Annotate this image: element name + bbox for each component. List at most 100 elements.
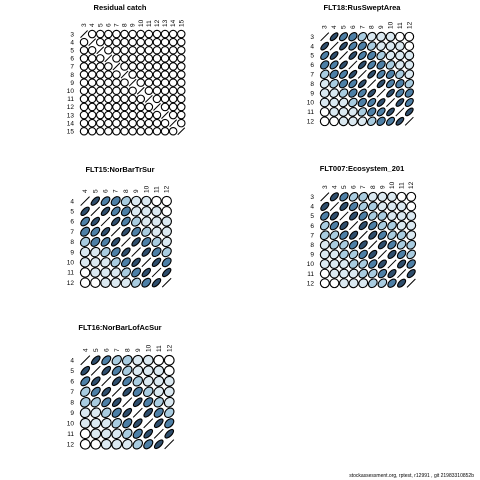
correlation-ellipse (110, 277, 121, 288)
correlation-ellipse (79, 267, 91, 278)
row-tick-label: 4 (310, 204, 314, 211)
correlation-ellipse (319, 249, 330, 260)
column-tick-label: 12 (166, 344, 173, 352)
correlation-ellipse (404, 78, 415, 89)
correlation-ellipse (90, 257, 101, 268)
correlation-ellipse (395, 98, 405, 107)
correlation-ellipse (101, 355, 112, 366)
correlation-ellipse (348, 69, 358, 79)
correlation-ellipse (151, 226, 162, 237)
row-tick-label: 7 (70, 389, 74, 396)
row-tick-label: 5 (70, 47, 74, 54)
row-tick-label: 8 (310, 81, 314, 88)
correlation-ellipse (349, 211, 359, 221)
correlation-ellipse (95, 29, 105, 39)
correlation-ellipse (339, 230, 349, 240)
correlation-ellipse (90, 246, 101, 258)
diagonal-mark (101, 376, 112, 387)
correlation-ellipse (395, 60, 405, 70)
correlation-ellipse (367, 107, 377, 117)
correlation-ellipse (406, 249, 416, 260)
correlation-ellipse (90, 236, 101, 247)
correlation-ellipse (104, 102, 113, 112)
correlation-ellipse (111, 418, 122, 429)
row-tick-label: 11 (307, 109, 314, 116)
correlation-ellipse (329, 249, 340, 260)
panel-title: FLT16:NorBarLofAcSur (78, 323, 161, 332)
correlation-ellipse (153, 365, 165, 377)
correlation-ellipse (387, 191, 397, 202)
column-tick-label: 5 (93, 348, 100, 352)
row-tick-label: 15 (67, 128, 75, 135)
correlation-ellipse (397, 278, 407, 288)
correlation-ellipse (143, 439, 154, 450)
correlation-ellipse (79, 417, 91, 429)
correlation-ellipse (144, 126, 154, 136)
correlation-ellipse (357, 107, 368, 117)
correlation-ellipse (348, 240, 359, 250)
correlation-ellipse (339, 268, 349, 279)
correlation-ellipse (79, 438, 91, 450)
correlation-ellipse (357, 41, 367, 51)
correlation-ellipse (396, 249, 407, 260)
column-tick-label: 11 (399, 182, 406, 189)
correlation-ellipse (367, 88, 377, 98)
correlation-ellipse (404, 50, 415, 61)
correlation-ellipse (136, 37, 146, 47)
row-tick-label: 12 (307, 280, 315, 287)
correlation-ellipse (358, 278, 369, 289)
correlation-ellipse (329, 97, 340, 108)
correlation-ellipse (320, 201, 330, 211)
correlation-ellipse (120, 102, 129, 112)
correlation-ellipse (387, 249, 397, 259)
correlation-ellipse (368, 220, 378, 231)
column-tick-label: 3 (322, 25, 329, 29)
correlation-ellipse (160, 70, 170, 79)
correlation-ellipse (160, 29, 170, 39)
correlation-ellipse (136, 118, 146, 128)
correlation-ellipse (319, 230, 330, 241)
correlation-ellipse (79, 37, 89, 47)
diagonal-mark (80, 355, 91, 366)
correlation-ellipse (144, 62, 154, 71)
row-tick-label: 6 (310, 223, 314, 230)
correlation-ellipse (79, 62, 89, 71)
row-tick-label: 8 (70, 399, 74, 406)
correlation-ellipse (151, 216, 162, 227)
row-tick-label: 9 (70, 249, 74, 256)
correlation-ellipse (100, 246, 111, 258)
correlation-ellipse (95, 78, 105, 87)
correlation-ellipse (358, 240, 368, 250)
correlation-ellipse (176, 86, 186, 96)
column-tick-label: 5 (341, 185, 348, 189)
correlation-ellipse (101, 386, 112, 397)
diagonal-mark (122, 397, 133, 408)
correlation-ellipse (90, 386, 101, 397)
correlation-ellipse (120, 62, 129, 71)
correlation-ellipse (101, 397, 112, 408)
correlation-ellipse (168, 86, 178, 96)
correlation-ellipse (87, 29, 97, 39)
column-tick-label: 9 (130, 23, 137, 27)
panel-title: FLT18:RusSweptArea (324, 3, 402, 12)
correlation-ellipse (80, 216, 90, 227)
correlation-ellipse (90, 196, 101, 206)
correlation-ellipse (104, 86, 113, 96)
correlation-ellipse (151, 247, 162, 258)
row-tick-label: 6 (70, 219, 74, 226)
correlation-ellipse (367, 97, 377, 108)
correlation-ellipse (100, 206, 111, 217)
correlation-ellipse (387, 220, 397, 231)
correlation-ellipse (396, 201, 407, 212)
correlation-ellipse (128, 118, 137, 128)
correlation-ellipse (319, 268, 330, 279)
correlation-ellipse (95, 94, 105, 104)
correlation-ellipse (160, 54, 170, 63)
correlation-ellipse (136, 70, 146, 79)
diagonal-mark (320, 192, 330, 202)
correlation-ellipse (152, 62, 162, 71)
correlation-ellipse (396, 230, 407, 241)
correlation-ellipse (90, 355, 101, 366)
correlation-ellipse (120, 94, 129, 104)
diagonal-mark (387, 259, 397, 269)
